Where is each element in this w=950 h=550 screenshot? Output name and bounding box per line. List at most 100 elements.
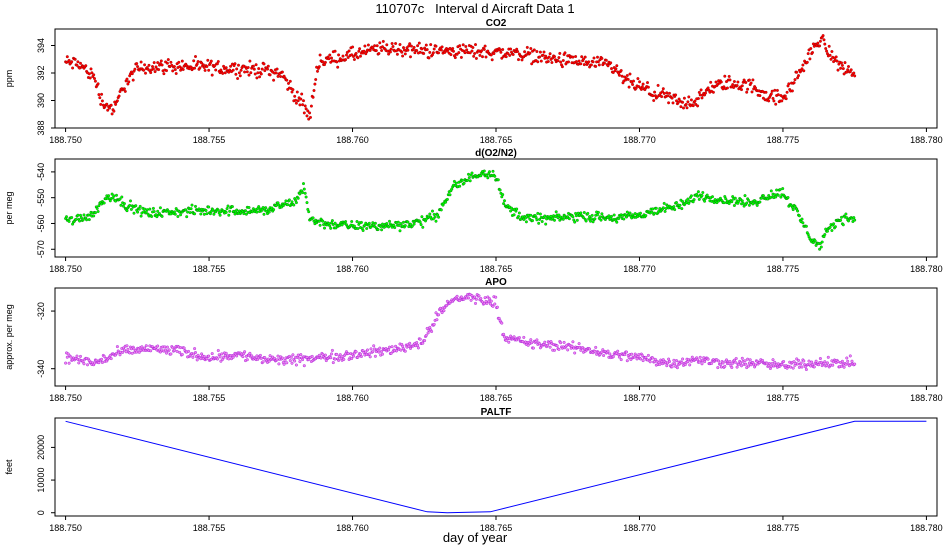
data-point	[170, 63, 174, 67]
data-point	[535, 50, 539, 53]
data-point	[421, 341, 425, 345]
data-point	[538, 50, 542, 54]
data-point	[465, 48, 469, 52]
data-point	[175, 349, 179, 353]
data-point	[795, 70, 799, 74]
data-point	[133, 67, 137, 71]
data-point	[741, 201, 745, 205]
data-point	[66, 352, 70, 356]
data-point	[280, 70, 284, 74]
data-point	[700, 362, 704, 366]
data-point	[333, 357, 337, 361]
data-point	[671, 101, 675, 105]
data-point	[825, 49, 829, 53]
data-point	[202, 354, 206, 358]
data-point	[725, 80, 728, 84]
data-point	[374, 49, 378, 53]
data-point	[93, 361, 96, 365]
x-tick-label: 188.775	[767, 135, 800, 145]
data-point	[819, 360, 823, 364]
data-point	[718, 362, 722, 366]
page-title: 110707c Interval d Aircraft Data 1	[375, 1, 575, 16]
data-point	[137, 350, 141, 354]
x-tick-label: 188.750	[49, 264, 82, 274]
data-point	[839, 66, 843, 70]
data-point	[366, 348, 369, 352]
data-point	[165, 345, 169, 349]
data-point	[97, 361, 101, 365]
data-point	[711, 195, 714, 199]
data-point	[330, 348, 334, 352]
data-point	[322, 223, 326, 227]
data-point	[305, 355, 309, 359]
data-point	[202, 212, 206, 216]
data-point	[730, 366, 734, 369]
data-point	[689, 359, 693, 363]
data-point	[458, 299, 462, 303]
data-point	[292, 203, 296, 207]
data-point	[344, 220, 348, 224]
data-point	[665, 364, 669, 368]
data-point	[700, 96, 704, 100]
data-point	[724, 197, 728, 201]
data-point	[365, 227, 369, 230]
data-point	[195, 62, 199, 66]
data-point	[307, 117, 311, 121]
data-point	[602, 354, 606, 357]
data-point	[696, 358, 700, 362]
data-point	[291, 88, 295, 92]
data-point	[474, 43, 477, 47]
data-point	[792, 81, 796, 85]
data-point	[214, 68, 218, 72]
data-point	[204, 209, 208, 212]
data-point	[490, 58, 494, 62]
data-point	[70, 60, 74, 64]
data-point	[300, 92, 304, 96]
data-point	[744, 81, 748, 84]
data-point	[488, 297, 491, 301]
x-tick-label: 188.750	[49, 523, 82, 533]
data-point	[227, 357, 231, 361]
data-point	[403, 52, 407, 56]
x-tick-label: 188.755	[193, 393, 226, 403]
data-point	[574, 60, 578, 64]
data-point	[583, 55, 587, 59]
data-point	[698, 93, 702, 97]
data-point	[462, 181, 466, 185]
data-point	[539, 59, 543, 63]
data-point	[276, 74, 280, 78]
data-point	[238, 74, 242, 78]
data-point	[680, 207, 684, 211]
data-point	[67, 58, 71, 62]
data-point	[809, 47, 813, 50]
data-point	[719, 365, 723, 369]
data-point	[468, 51, 472, 55]
data-point	[132, 347, 136, 351]
data-point	[827, 44, 831, 48]
data-point	[258, 75, 262, 79]
data-point	[758, 94, 762, 98]
data-point	[746, 357, 750, 361]
data-point	[588, 347, 592, 351]
x-tick-label: 188.775	[767, 393, 800, 403]
data-point	[617, 73, 621, 77]
data-point	[155, 215, 159, 219]
data-point	[167, 348, 171, 352]
data-point	[122, 348, 126, 352]
data-point	[853, 218, 857, 222]
data-point	[184, 208, 188, 212]
data-point	[736, 80, 740, 84]
data-point	[252, 67, 256, 71]
data-point	[460, 178, 464, 182]
data-point	[246, 66, 250, 69]
data-point	[804, 365, 807, 369]
data-point	[666, 94, 670, 98]
data-point	[526, 343, 530, 347]
data-point	[149, 71, 153, 75]
data-point	[337, 358, 341, 362]
x-tick-label: 188.755	[193, 264, 226, 274]
data-point	[725, 358, 728, 362]
data-point	[769, 92, 773, 96]
data-point	[152, 210, 156, 213]
